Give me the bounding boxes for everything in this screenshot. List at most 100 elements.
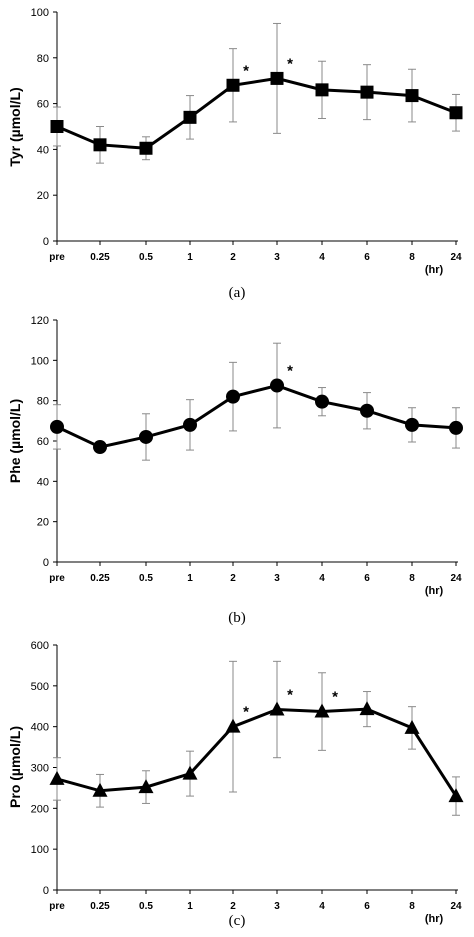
x-tick-label: 2 [230,252,236,263]
x-unit-label: (hr) [425,913,444,925]
data-point-triangle [92,782,108,797]
y-tick-label: 0 [43,885,49,897]
x-unit-label: (hr) [425,585,444,597]
panel-caption: (b) [228,610,246,626]
data-point-triangle [359,701,375,716]
data-point-circle [183,417,197,432]
data-point-triangle [269,701,285,716]
series-line [56,707,458,797]
data-point-square [449,106,463,120]
y-tick-label: 80 [37,396,49,408]
y-tick-label: 80 [37,53,49,65]
y-tick-label: 40 [37,476,49,488]
x-tick-label: 2 [230,573,236,584]
data-point-square [183,110,197,124]
x-tick-label: 0.25 [90,573,110,584]
x-tick-label: 4 [319,901,325,912]
x-tick-label: 2 [230,901,236,912]
x-tick-label: 4 [319,573,325,584]
data-point-square [405,89,419,103]
x-tick-label: 8 [409,901,415,912]
x-tick-label: 6 [364,252,370,263]
data-point-square [360,85,374,99]
x-tick-label: 0.5 [139,252,153,263]
chart-panel-b: 0 20 40 60 80 100 120 pre 0.25 0.5 1 2 3 4 6 8 24 (hr) Phe… [7,315,463,626]
x-tick-label: pre [49,901,65,912]
data-point-circle [50,419,64,434]
data-point-triangle [404,719,420,734]
y-tick-label: 300 [31,763,49,775]
y-tick-label: 40 [37,144,49,156]
y-axis-title: Pro (µmol/L) [7,726,23,808]
data-point-circle [226,389,240,404]
y-tick-label: 100 [31,355,49,367]
panel-caption: (a) [229,285,246,301]
data-point-circle [360,403,374,418]
x-tick-label: 8 [409,252,415,263]
x-tick-label: 4 [319,252,325,263]
y-tick-label: 100 [31,844,49,856]
chart-panel-c: 0 100 200 300 400 500 600 pre 0.25 0.5 1 2 3 4 6 8 24 (hr… [7,640,464,929]
data-point-triangle [314,703,330,718]
x-tick-label: 3 [274,252,280,263]
data-point-triangle [182,765,198,780]
y-tick-label: 20 [37,517,49,529]
y-tick-label: 400 [31,722,49,734]
x-tick-label: 0.5 [139,573,153,584]
series-line [56,76,457,150]
y-tick-label: 100 [31,7,49,19]
data-point-square [93,138,107,152]
x-tick-label: pre [49,252,65,263]
data-point-circle [449,420,463,435]
data-point-square [270,71,284,85]
x-tick-label: 24 [450,901,462,912]
significance-asterisk: * [287,363,293,380]
data-point-triangle [138,779,154,794]
data-point-square [315,83,329,97]
data-point-circle [93,440,107,455]
x-tick-label: pre [49,573,65,584]
x-tick-label: 3 [274,901,280,912]
data-point-square [139,141,153,155]
data-point-square [50,120,64,133]
x-tick-label: 6 [364,573,370,584]
significance-asterisk: * [332,689,338,706]
x-tick-label: 24 [450,573,462,584]
y-tick-label: 0 [43,236,49,248]
series-line [56,383,457,449]
data-point-square [226,78,240,92]
data-point-triangle [448,788,464,803]
significance-asterisk: * [287,55,293,72]
x-tick-label: 1 [187,252,193,263]
x-tick-label: 8 [409,573,415,584]
data-point-circle [270,378,284,393]
y-axis-title: Tyr (µmol/L) [7,87,23,166]
data-point-circle [405,417,419,432]
data-point-circle [139,429,153,444]
panel-caption: (c) [229,913,246,929]
x-tick-label: 3 [274,573,280,584]
data-point-triangle [225,718,241,733]
chart-panel-a: 0 20 40 60 80 100 pre 0.25 0.5 1 2 3 4 6 8 24 (hr) Tyr (µ… [7,7,463,301]
y-tick-label: 60 [37,99,49,111]
data-point-circle [315,394,329,409]
y-tick-label: 120 [31,315,49,327]
y-tick-label: 500 [31,681,49,693]
data-point-triangle [49,770,65,785]
x-tick-label: 6 [364,901,370,912]
x-tick-label: 1 [187,901,193,912]
y-tick-label: 0 [43,557,49,569]
y-tick-label: 20 [37,190,49,202]
x-tick-label: 0.25 [90,901,110,912]
significance-asterisk: * [243,704,249,721]
y-tick-label: 60 [37,436,49,448]
x-tick-label: 0.5 [139,901,153,912]
y-axis-title: Phe (µmol/L) [7,399,23,483]
significance-asterisk: * [287,687,293,704]
y-tick-label: 600 [31,640,49,652]
significance-asterisk: * [243,62,249,79]
y-tick-label: 200 [31,803,49,815]
x-unit-label: (hr) [425,264,444,276]
x-tick-label: 1 [187,573,193,584]
